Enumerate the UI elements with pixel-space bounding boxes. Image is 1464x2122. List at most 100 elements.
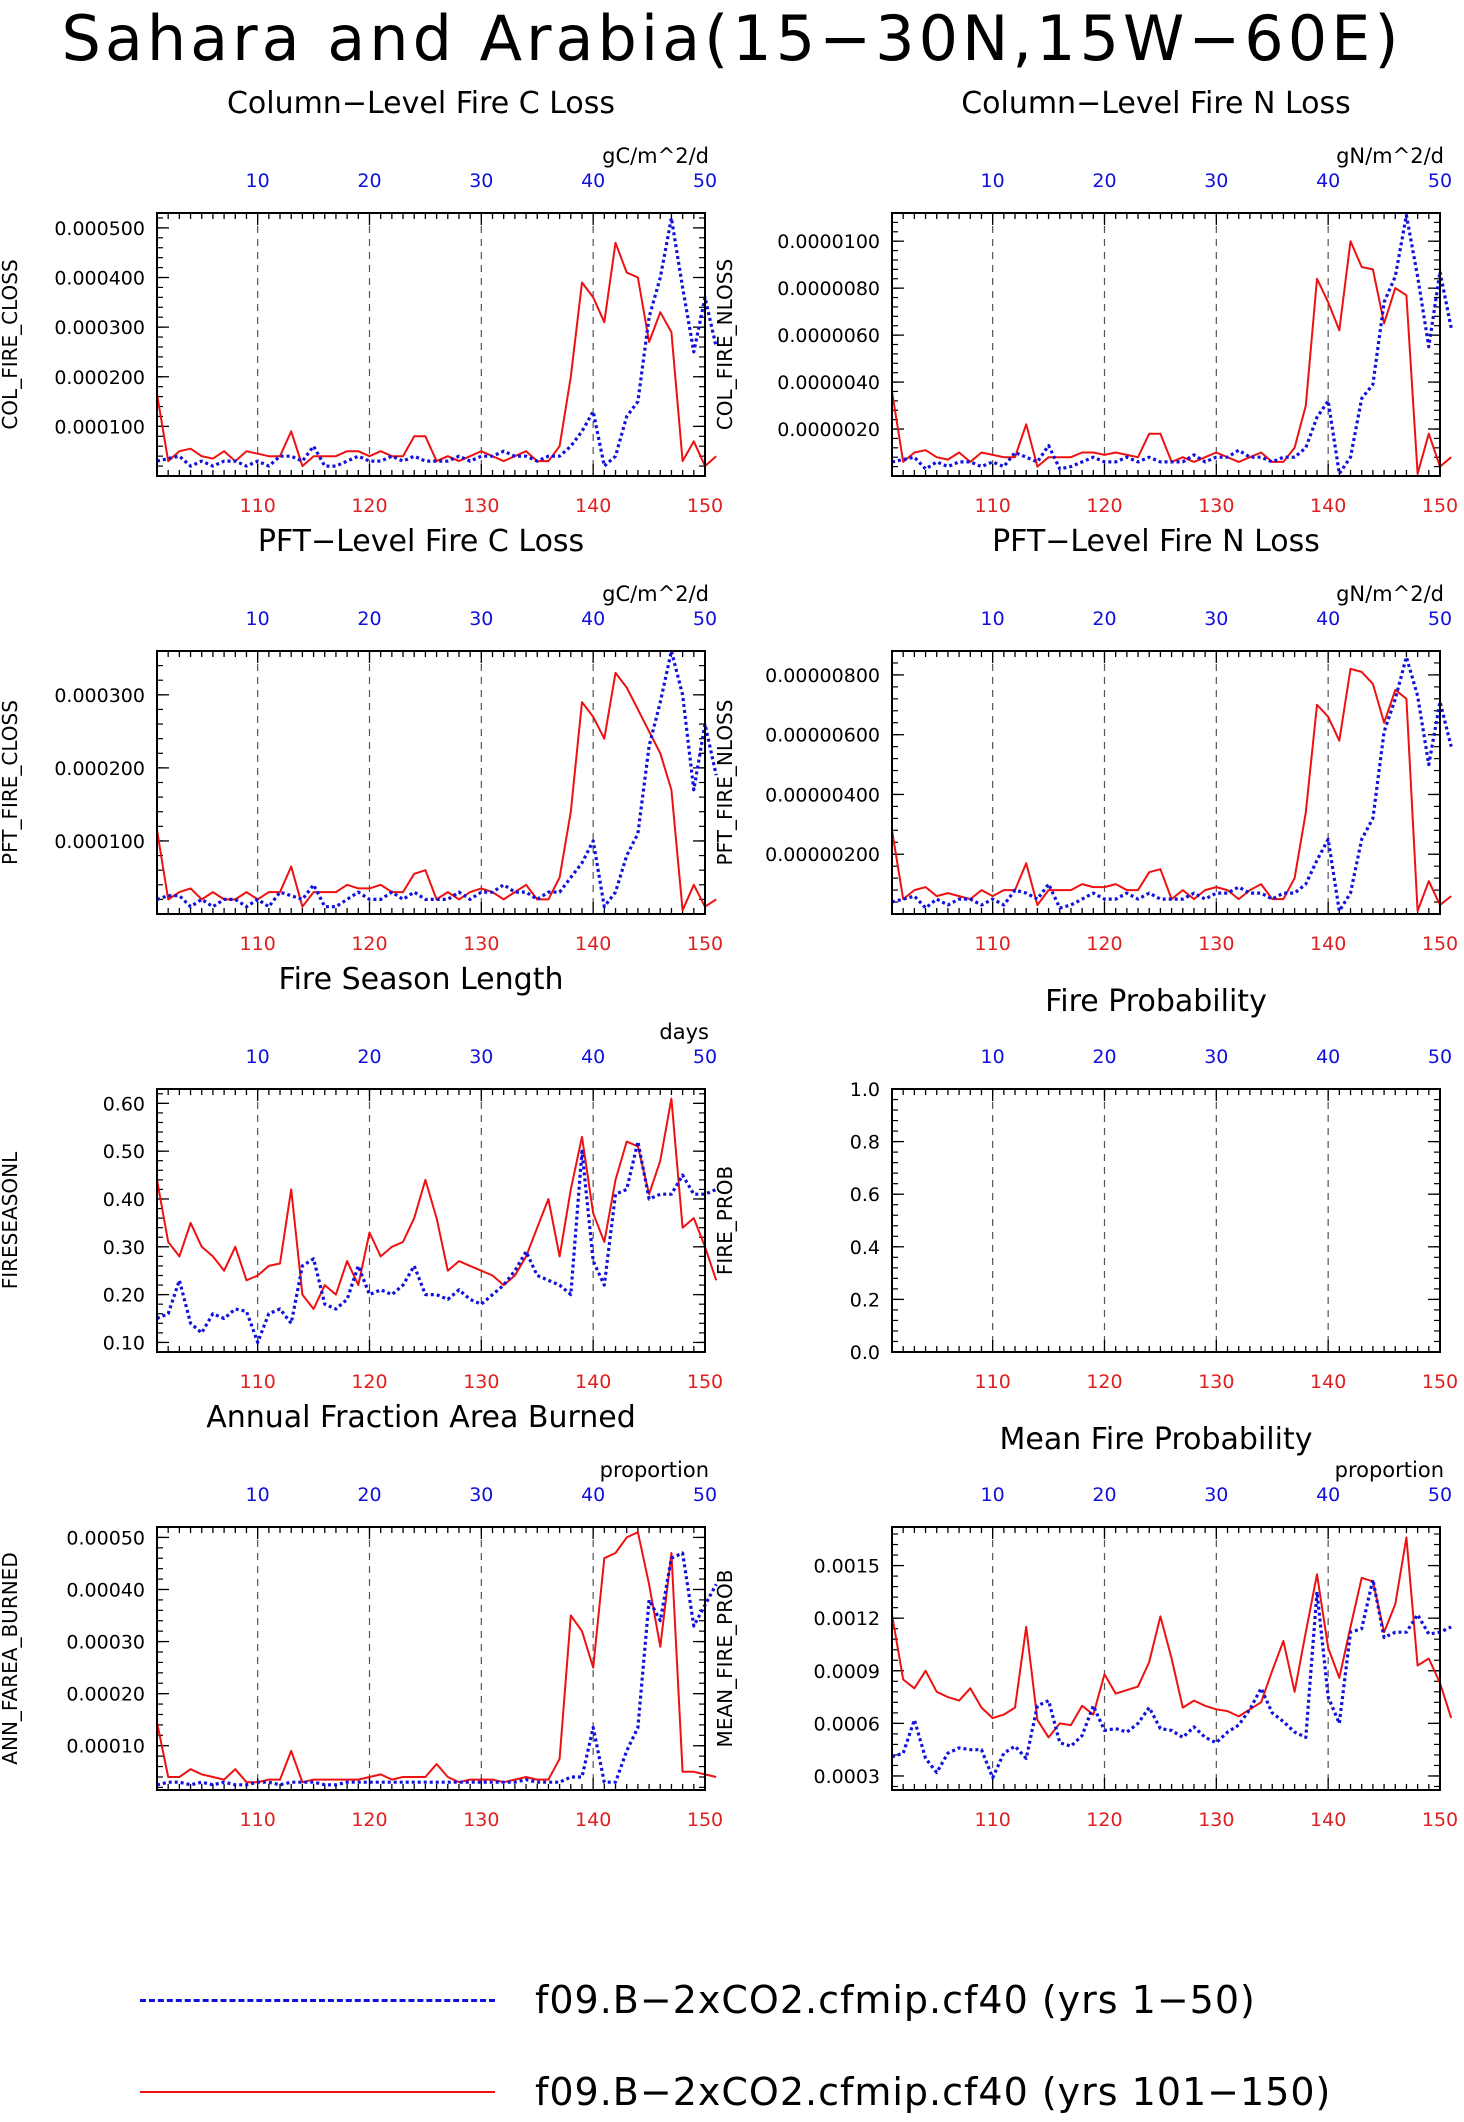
x-tick-label-bottom: 140 [575,495,611,517]
y-tick-label: 0.000300 [54,317,145,339]
x-tick-label-top: 50 [1428,608,1452,630]
y-tick-label: 0.00020 [66,1684,145,1706]
x-tick-label-top: 50 [693,1046,717,1068]
y-tick-label: 0.00010 [66,1736,145,1758]
x-tick-label-top: 40 [581,170,605,192]
x-tick-label-top: 20 [1092,170,1116,192]
y-tick-label: 0.50 [103,1141,145,1163]
plot-frame [891,1526,1441,1791]
legend-label: f09.B−2xCO2.cfmip.cf40 (yrs 101−150) [535,2070,1332,2114]
y-tick-label: 0.20 [103,1285,145,1307]
x-tick-label-top: 40 [581,1046,605,1068]
x-tick-label-bottom: 140 [1310,495,1346,517]
legend-item-series-a: f09.B−2xCO2.cfmip.cf40 (yrs 1−50) [140,1970,1256,2030]
units-label: proportion [600,1458,709,1482]
y-tick-label: 0.60 [103,1093,145,1115]
plot-frame [156,650,706,915]
x-tick-label-bottom: 110 [240,1809,276,1831]
units-label: proportion [1335,1458,1444,1482]
plot-frame [891,212,1441,477]
units-label: gC/m^2/d [602,144,709,168]
y-tick-label: 0.0000020 [777,419,880,441]
x-tick-label-bottom: 120 [351,495,387,517]
x-tick-label-top: 20 [357,608,381,630]
x-tick-label-top: 50 [1428,170,1452,192]
x-tick-label-bottom: 140 [1310,933,1346,955]
plot-frame [156,212,706,477]
x-tick-label-top: 40 [581,1484,605,1506]
x-tick-label-bottom: 130 [463,933,499,955]
series-line-yrs-1-50 [156,649,718,909]
y-tick-label: 0.0000060 [777,325,880,347]
x-tick-label-bottom: 110 [975,495,1011,517]
y-tick-label: 0.2 [850,1289,880,1311]
chart-title: Fire Probability [1045,984,1267,1019]
x-tick-label-top: 30 [1204,1046,1228,1068]
y-tick-label: 0.0006 [814,1713,880,1735]
y-tick-label: 0.0000100 [777,231,880,253]
chart-title: PFT−Level Fire C Loss [258,524,584,559]
y-tick-label: 1.0 [850,1079,880,1101]
units-label: gC/m^2/d [602,582,709,606]
x-tick-label-bottom: 150 [1422,495,1458,517]
x-tick-label-bottom: 120 [1086,495,1122,517]
y-tick-label: 0.8 [850,1132,880,1154]
series-line-yrs-101-150 [891,667,1452,912]
x-tick-label-bottom: 140 [1310,1371,1346,1393]
y-axis-label: PFT_FIRE_CLOSS [0,700,22,865]
chart-panel-1: Column−Level Fire C Loss gC/m^2/d 110 10 120… [0,86,723,517]
chart-panel-2: Column−Level Fire N Loss gN/m^2/d 110 10 120… [713,86,1458,517]
x-tick-label-top: 10 [246,170,270,192]
x-tick-label-bottom: 110 [975,1371,1011,1393]
y-tick-label: 0.00000400 [765,784,880,806]
x-tick-label-top: 50 [1428,1046,1452,1068]
series-line-yrs-1-50 [156,1139,717,1345]
y-tick-label: 0.000500 [54,218,145,240]
chart-title: Mean Fire Probability [1000,1422,1313,1457]
y-tick-label: 0.10 [103,1332,145,1354]
chart-panel-5: Fire Season Length days 110 10 120 20 130 30 140… [0,962,723,1393]
y-tick-label: 0.0003 [814,1766,880,1788]
series-line-yrs-101-150 [891,1536,1453,1739]
x-tick-label-top: 30 [1204,608,1228,630]
y-tick-label: 0.000200 [54,758,145,780]
x-tick-label-top: 30 [1204,1484,1228,1506]
x-tick-label-bottom: 120 [1086,1371,1122,1393]
units-label: gN/m^2/d [1336,582,1444,606]
x-tick-label-top: 10 [981,170,1005,192]
x-tick-label-bottom: 130 [1198,1371,1234,1393]
y-tick-label: 0.00000800 [765,665,880,687]
plot-frame [156,1088,706,1353]
y-tick-label: 0.000100 [54,416,145,438]
chart-panel-3: PFT−Level Fire C Loss gC/m^2/d 110 10 120 20 1… [0,524,723,955]
plot-frame [891,1088,1441,1353]
x-tick-label-bottom: 130 [1198,495,1234,517]
x-tick-label-top: 40 [1316,1484,1340,1506]
chart-title: Fire Season Length [279,962,564,997]
x-tick-label-bottom: 110 [975,1809,1011,1831]
x-tick-label-bottom: 150 [687,1809,723,1831]
y-tick-label: 0.0015 [814,1556,880,1578]
x-tick-label-top: 40 [581,608,605,630]
x-tick-label-top: 20 [1092,1046,1116,1068]
plot-frame [891,650,1441,915]
x-tick-label-bottom: 130 [463,1809,499,1831]
x-tick-label-bottom: 150 [1422,1809,1458,1831]
y-axis-label: ANN_FAREA_BURNED [0,1552,22,1764]
y-axis-label: PFT_FIRE_NLOSS [713,700,737,866]
x-tick-label-bottom: 150 [687,1371,723,1393]
y-tick-label: 0.00000200 [765,844,880,866]
x-tick-label-top: 50 [693,170,717,192]
units-label: days [659,1020,709,1044]
x-tick-label-bottom: 150 [1422,1371,1458,1393]
x-tick-label-top: 30 [469,1484,493,1506]
x-tick-label-bottom: 130 [463,495,499,517]
x-tick-label-bottom: 120 [1086,1809,1122,1831]
legend-item-series-b: f09.B−2xCO2.cfmip.cf40 (yrs 101−150) [140,2062,1331,2122]
x-tick-label-top: 10 [981,1046,1005,1068]
y-axis-label: COL_FIRE_CLOSS [0,259,22,429]
series-line-yrs-1-50 [891,213,1453,476]
x-tick-label-top: 20 [1092,608,1116,630]
x-tick-label-top: 40 [1316,170,1340,192]
